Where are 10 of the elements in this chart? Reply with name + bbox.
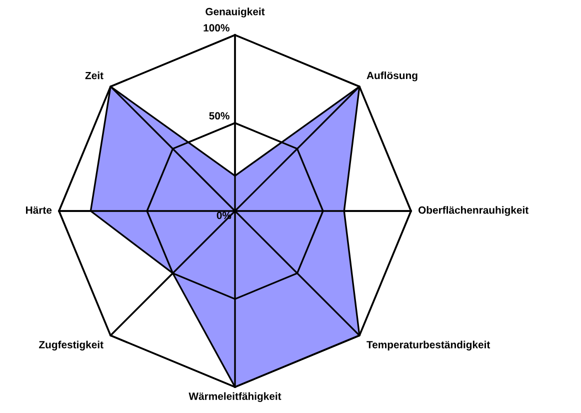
spoke-label: Temperaturbeständigkeit xyxy=(366,340,490,350)
spoke-label: Auflösung xyxy=(366,72,418,82)
spoke-label: Härte xyxy=(26,206,52,214)
y-tick-label: 100% xyxy=(204,24,230,32)
y-tick-label: 50% xyxy=(209,112,230,120)
spoke-label: Genauigkeit xyxy=(206,8,265,18)
spoke-label: Zeit xyxy=(85,72,104,80)
spoke-label: Oberflächenrauhigkeit xyxy=(418,206,528,216)
spoke-label: Zugfestigkeit xyxy=(39,340,104,350)
spoke-label: Wärmeleitfähigkeit xyxy=(188,392,282,402)
